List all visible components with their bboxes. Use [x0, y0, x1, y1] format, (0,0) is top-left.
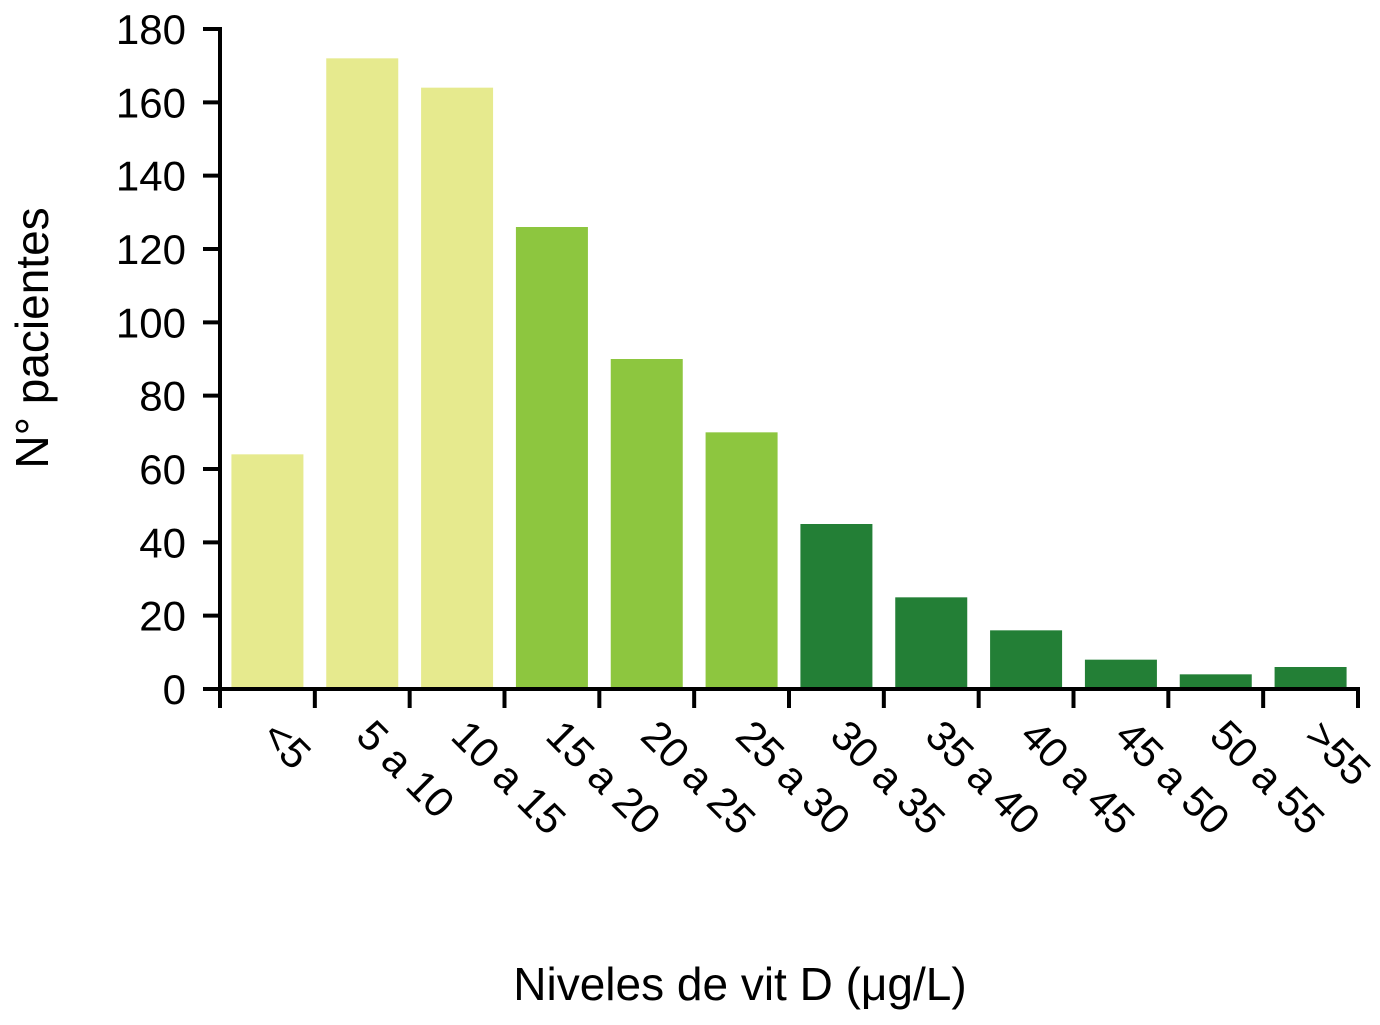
y-tick-label: 80 [139, 373, 186, 420]
y-tick-label: 180 [116, 6, 186, 53]
y-tick-label: 20 [139, 593, 186, 640]
y-tick-label: 120 [116, 226, 186, 273]
bar-3 [515, 227, 588, 689]
bar-0 [231, 454, 304, 689]
bar-8 [990, 630, 1063, 689]
bar-6 [800, 524, 873, 689]
bar-7 [895, 597, 968, 689]
y-tick-label: 60 [139, 446, 186, 493]
y-tick-label: 0 [163, 666, 186, 713]
x-tick-label: 5 a 10 [348, 711, 464, 827]
bar-9 [1084, 659, 1157, 689]
bar-1 [326, 58, 399, 690]
y-tick-label: 160 [116, 79, 186, 126]
bar-11 [1274, 667, 1347, 689]
y-tick-label: 40 [139, 519, 186, 566]
bar-2 [421, 87, 494, 689]
bar-10 [1179, 674, 1252, 689]
bar-5 [705, 432, 778, 689]
x-tick-label: >55 [1296, 711, 1380, 795]
y-axis-label: N° pacientes [6, 207, 58, 468]
bar-4 [610, 359, 683, 689]
x-tick-label: <5 [253, 711, 320, 778]
y-tick-label: 140 [116, 153, 186, 200]
x-axis-label: Niveles de vit D (μg/L) [513, 958, 966, 1010]
y-tick-label: 100 [116, 299, 186, 346]
